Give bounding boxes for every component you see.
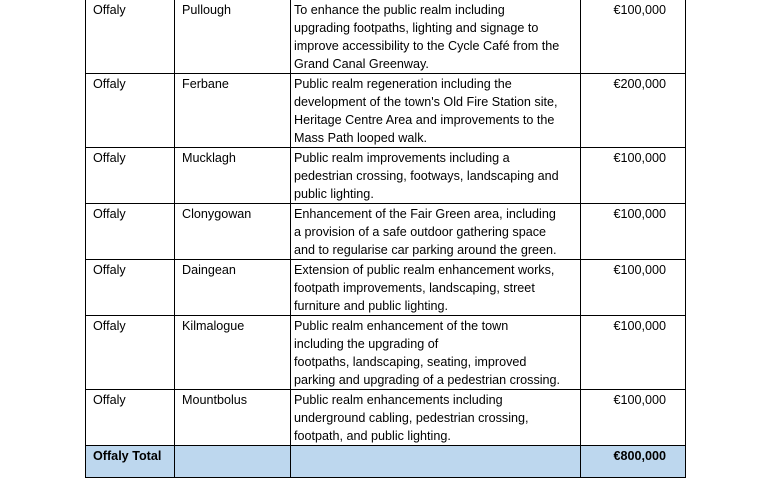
description-line: Public realm enhancement of the town <box>294 319 509 333</box>
town-cell: Mucklagh <box>174 147 291 204</box>
table-row: Offaly Kilmalogue Public realm enhanceme… <box>85 315 686 390</box>
amount-cell: €100,000 <box>580 259 686 316</box>
description-line: furniture and public lighting. <box>294 299 449 313</box>
description-line: Heritage Centre Area and improvements to… <box>294 113 555 127</box>
amount-cell: €100,000 <box>580 203 686 260</box>
town-cell: Daingean <box>174 259 291 316</box>
county-cell: Offaly <box>85 147 175 204</box>
total-row: Offaly Total €800,000 <box>85 445 686 478</box>
description-line: development of the town's Old Fire Stati… <box>294 95 558 109</box>
description-line: upgrading footpaths, lighting and signag… <box>294 21 539 35</box>
town-cell: Clonygowan <box>174 203 291 260</box>
description-line: Public realm regeneration including the <box>294 77 512 91</box>
county-cell: Offaly <box>85 73 175 148</box>
county-cell: Offaly <box>85 203 175 260</box>
town-cell: Mountbolus <box>174 389 291 446</box>
table-row: Offaly Ferbane Public realm regeneration… <box>85 73 686 148</box>
table-row: Offaly Mountbolus Public realm enhanceme… <box>85 389 686 446</box>
amount-cell: €100,000 <box>580 147 686 204</box>
description-line: underground cabling, pedestrian crossing… <box>294 411 529 425</box>
description-line: Enhancement of the Fair Green area, incl… <box>294 207 556 221</box>
total-label: Offaly Total <box>85 445 175 478</box>
description-line: including the upgrading of <box>294 337 439 351</box>
county-cell: Offaly <box>85 389 175 446</box>
table-row: Offaly Pullough To enhance the public re… <box>85 0 686 74</box>
county-cell: Offaly <box>85 315 175 390</box>
description-cell: Public realm enhancement of the town inc… <box>290 315 581 390</box>
amount-cell: €100,000 <box>580 315 686 390</box>
total-amount: €800,000 <box>580 445 686 478</box>
description-line: Extension of public realm enhancement wo… <box>294 263 555 277</box>
description-cell: Public realm enhancements including unde… <box>290 389 581 446</box>
town-cell: Kilmalogue <box>174 315 291 390</box>
description-line: footpath, and public lighting. <box>294 429 451 443</box>
table-row: Offaly Clonygowan Enhancement of the Fai… <box>85 203 686 260</box>
county-cell: Offaly <box>85 259 175 316</box>
amount-cell: €100,000 <box>580 389 686 446</box>
amount-cell: €200,000 <box>580 73 686 148</box>
description-cell: Public realm regeneration including the … <box>290 73 581 148</box>
description-line: parking and upgrading of a pedestrian cr… <box>294 373 561 387</box>
description-line: Mass Path looped walk. <box>294 131 428 145</box>
description-cell: Public realm improvements including a pe… <box>290 147 581 204</box>
amount-cell: €100,000 <box>580 0 686 74</box>
town-cell: Pullough <box>174 0 291 74</box>
county-cell: Offaly <box>85 0 175 74</box>
total-empty-cell <box>290 445 581 478</box>
description-line: Public realm improvements including a <box>294 151 510 165</box>
description-line: To enhance the public realm including <box>294 3 505 17</box>
description-line: public lighting. <box>294 187 374 201</box>
description-line: and to regularise car parking around the… <box>294 243 557 257</box>
funding-table: Offaly Pullough To enhance the public re… <box>85 0 686 478</box>
description-line: a provision of a safe outdoor gathering … <box>294 225 547 239</box>
town-cell: Ferbane <box>174 73 291 148</box>
table-row: Offaly Daingean Extension of public real… <box>85 259 686 316</box>
description-line: Public realm enhancements including <box>294 393 503 407</box>
description-line: footpath improvements, landscaping, stre… <box>294 281 535 295</box>
description-line: pedestrian crossing, footways, landscapi… <box>294 169 559 183</box>
description-line: improve accessibility to the Cycle Café … <box>294 39 560 53</box>
description-cell: Enhancement of the Fair Green area, incl… <box>290 203 581 260</box>
table-row: Offaly Mucklagh Public realm improvement… <box>85 147 686 204</box>
description-line: Grand Canal Greenway. <box>294 57 429 71</box>
description-cell: Extension of public realm enhancement wo… <box>290 259 581 316</box>
description-line: footpaths, landscaping, seating, improve… <box>294 355 527 369</box>
description-cell: To enhance the public realm including up… <box>290 0 581 74</box>
total-empty-cell <box>174 445 291 478</box>
